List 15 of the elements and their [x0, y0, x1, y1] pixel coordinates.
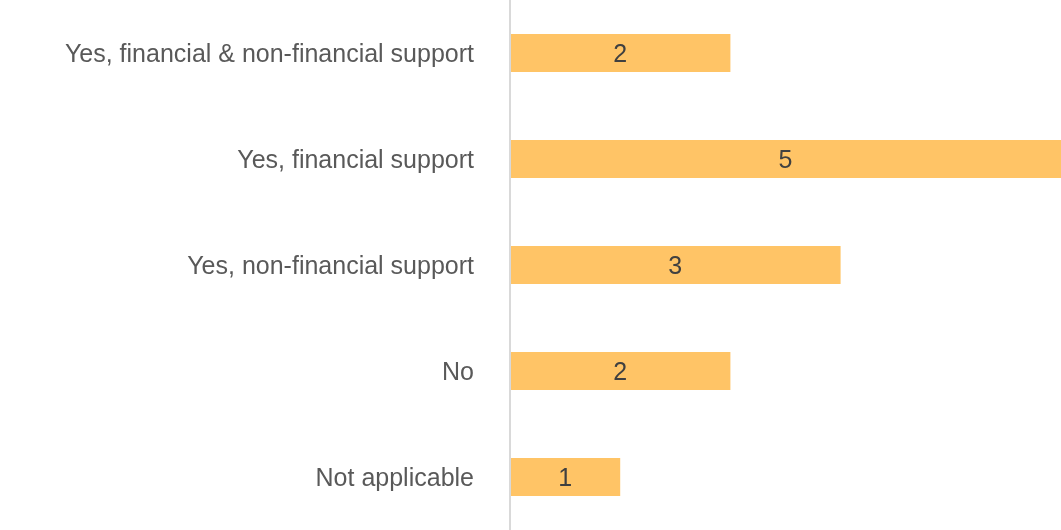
bar	[510, 139, 1061, 178]
data-label: 2	[613, 356, 628, 385]
y-tick-label: No	[442, 356, 474, 385]
bar	[510, 457, 621, 496]
data-label: 2	[613, 38, 628, 67]
y-tick-label: Not applicable	[315, 462, 474, 491]
data-label: 1	[558, 462, 573, 491]
data-label: 3	[668, 250, 683, 279]
y-tick-label: Yes, financial & non-financial support	[64, 38, 475, 67]
y-tick-label: Yes, non-financial support	[187, 250, 475, 279]
bar	[510, 351, 731, 390]
data-label: 5	[778, 144, 793, 173]
bar	[510, 33, 731, 72]
bar	[510, 245, 841, 284]
y-tick-label: Yes, financial support	[237, 144, 475, 173]
